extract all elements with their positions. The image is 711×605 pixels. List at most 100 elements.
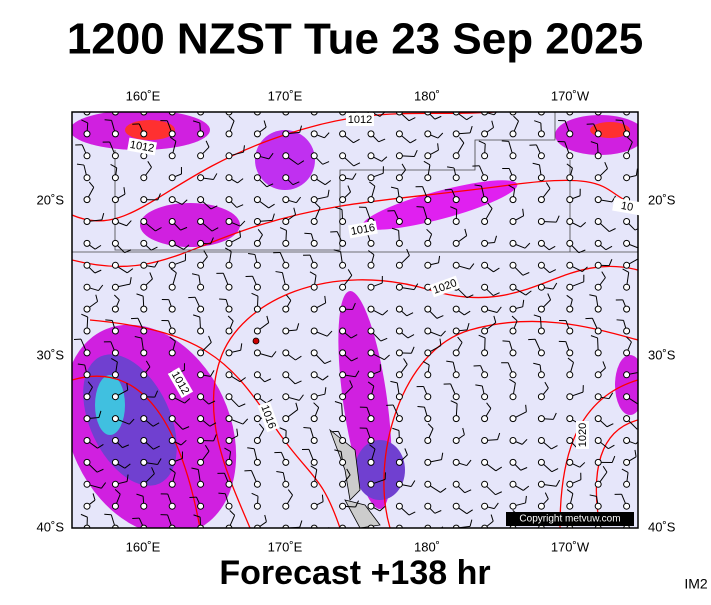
barb-station bbox=[425, 350, 431, 356]
barb-station bbox=[624, 328, 630, 334]
barb-station bbox=[595, 219, 601, 225]
barb-station bbox=[595, 416, 601, 422]
barb-station bbox=[226, 306, 232, 312]
barb-station bbox=[112, 394, 118, 400]
barb-flag bbox=[304, 233, 311, 234]
barb-station bbox=[226, 284, 232, 290]
barb-station bbox=[198, 219, 204, 225]
barb-station bbox=[254, 350, 260, 356]
barb-station bbox=[141, 438, 147, 444]
barb-station bbox=[283, 219, 289, 225]
barb-station bbox=[169, 240, 175, 246]
barb-staff bbox=[622, 100, 627, 112]
barb-station bbox=[198, 459, 204, 465]
left-lat-label: 30˚S bbox=[37, 347, 65, 362]
barb-station bbox=[595, 262, 601, 268]
barb-station bbox=[340, 153, 346, 159]
barb-station bbox=[226, 328, 232, 334]
barb-station bbox=[510, 175, 516, 181]
barb-station bbox=[567, 372, 573, 378]
barb-station bbox=[368, 394, 374, 400]
barb-station bbox=[453, 153, 459, 159]
barb-station bbox=[538, 372, 544, 378]
barb-station bbox=[112, 416, 118, 422]
barb-station bbox=[226, 481, 232, 487]
barb-station bbox=[112, 153, 118, 159]
barb-station bbox=[482, 131, 488, 137]
barb-station bbox=[396, 350, 402, 356]
barb-station bbox=[254, 503, 260, 509]
barb-station bbox=[368, 350, 374, 356]
barb-station bbox=[595, 306, 601, 312]
barb-station bbox=[311, 438, 317, 444]
barb-station bbox=[169, 416, 175, 422]
barb-station bbox=[368, 328, 374, 334]
barb-station bbox=[340, 197, 346, 203]
barb-station bbox=[112, 284, 118, 290]
barb-station bbox=[595, 284, 601, 290]
barb-station bbox=[368, 459, 374, 465]
barb-station bbox=[482, 459, 488, 465]
barb-station bbox=[538, 394, 544, 400]
barb-station bbox=[283, 153, 289, 159]
barb-staff bbox=[225, 100, 229, 112]
barb-station bbox=[453, 503, 459, 509]
top-lon-label: 160˚E bbox=[126, 88, 161, 103]
barb-station bbox=[254, 197, 260, 203]
barb-station bbox=[482, 306, 488, 312]
barb-station bbox=[84, 153, 90, 159]
barb-station bbox=[396, 416, 402, 422]
barb-station bbox=[198, 372, 204, 378]
barb-station bbox=[453, 481, 459, 487]
barb-station bbox=[453, 438, 459, 444]
barb-station bbox=[538, 306, 544, 312]
barb-station bbox=[425, 503, 431, 509]
barb-station bbox=[340, 328, 346, 334]
barb-station bbox=[141, 481, 147, 487]
barb-station bbox=[510, 503, 516, 509]
forecast-label: Forecast +138 hr bbox=[219, 554, 490, 592]
barb-station bbox=[84, 240, 90, 246]
barb-station bbox=[169, 438, 175, 444]
barb-station bbox=[198, 240, 204, 246]
barb-station bbox=[538, 240, 544, 246]
barb-station bbox=[169, 394, 175, 400]
barb-station bbox=[624, 394, 630, 400]
barb-station bbox=[510, 394, 516, 400]
barb-station bbox=[595, 240, 601, 246]
copyright: Copyright metvuw.com bbox=[519, 514, 620, 525]
barb-station bbox=[510, 350, 516, 356]
barb-station bbox=[340, 372, 346, 378]
barb-station bbox=[567, 438, 573, 444]
barb-station bbox=[453, 219, 459, 225]
top-lon-label: 170˚W bbox=[551, 88, 590, 103]
barb-flag bbox=[616, 120, 623, 121]
barb-station bbox=[254, 306, 260, 312]
barb-station bbox=[453, 262, 459, 268]
barb-station bbox=[254, 394, 260, 400]
barb-flag bbox=[322, 100, 323, 107]
barb-station bbox=[226, 197, 232, 203]
barb-station bbox=[311, 219, 317, 225]
barb-station bbox=[340, 131, 346, 137]
barb-station bbox=[141, 372, 147, 378]
barb-station bbox=[396, 153, 402, 159]
barb-station bbox=[567, 240, 573, 246]
barb-station bbox=[226, 153, 232, 159]
barb-staff bbox=[597, 102, 598, 112]
barb-station bbox=[425, 394, 431, 400]
barb-flag bbox=[639, 243, 644, 248]
barb-station bbox=[510, 153, 516, 159]
barb-station bbox=[453, 306, 459, 312]
barb-station bbox=[482, 438, 488, 444]
barb-flag bbox=[218, 493, 225, 494]
barb-station bbox=[425, 328, 431, 334]
barb-station bbox=[624, 481, 630, 487]
barb-station bbox=[112, 438, 118, 444]
barb-station bbox=[340, 416, 346, 422]
barb-flag bbox=[638, 400, 644, 404]
barb-flag bbox=[526, 405, 527, 412]
barb-station bbox=[482, 503, 488, 509]
